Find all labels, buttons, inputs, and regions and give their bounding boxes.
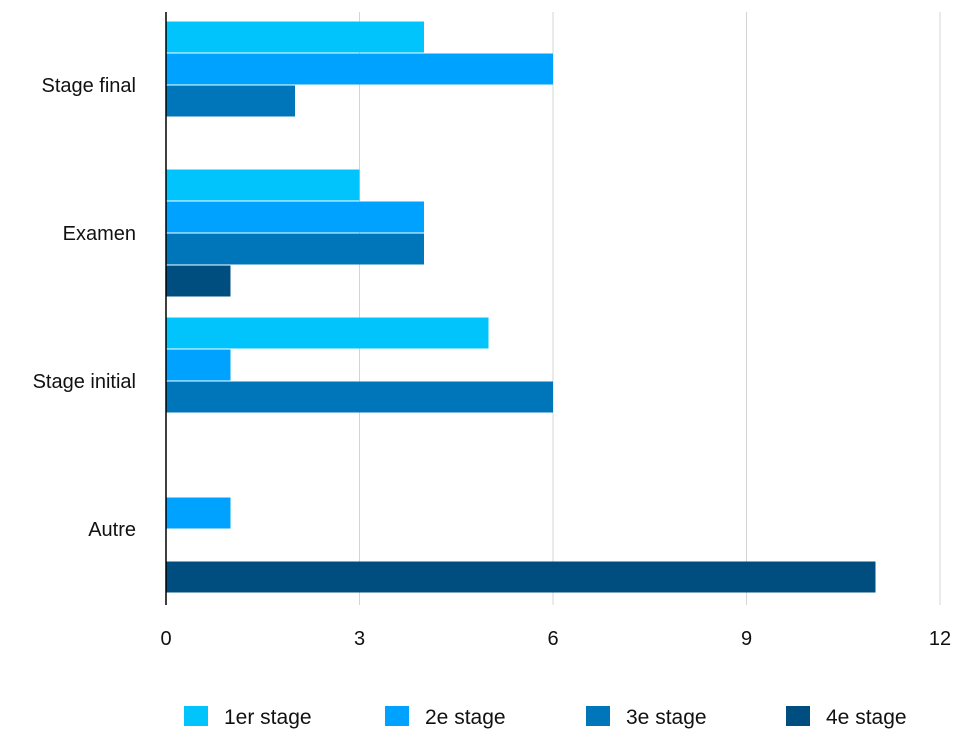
x-tick-label: 3: [354, 628, 365, 650]
bar: [166, 265, 231, 297]
bar: [166, 233, 424, 265]
x-tick-label: 6: [547, 628, 558, 650]
x-tick-label: 9: [741, 628, 752, 650]
legend-item: 4e stage: [786, 706, 907, 729]
legend-item: 3e stage: [586, 706, 707, 729]
category-labels: Stage final Examen Stage initial Autre: [33, 75, 136, 541]
legend-swatch: [586, 706, 610, 726]
category-label: Stage initial: [33, 371, 136, 393]
bar: [166, 317, 489, 349]
legend-label: 4e stage: [826, 706, 907, 729]
bar: [166, 381, 553, 413]
x-tick-labels: 0 3 6 9 12: [160, 628, 951, 650]
category-label: Stage final: [41, 75, 136, 97]
bar: [166, 53, 553, 85]
legend-swatch: [184, 706, 208, 726]
legend-item: 2e stage: [385, 706, 506, 729]
bar: [166, 169, 360, 201]
legend-label: 3e stage: [626, 706, 707, 729]
category-label: Autre: [88, 519, 136, 541]
bar: [166, 85, 295, 117]
bar: [166, 561, 876, 593]
bar: [166, 497, 231, 529]
bar: [166, 349, 231, 381]
legend: 1er stage 2e stage 3e stage 4e stage: [184, 706, 907, 729]
legend-label: 2e stage: [425, 706, 506, 729]
bars: [166, 21, 876, 593]
x-tick-label: 12: [929, 628, 951, 650]
legend-swatch: [385, 706, 409, 726]
legend-label: 1er stage: [224, 706, 312, 729]
legend-swatch: [786, 706, 810, 726]
gridlines: [359, 12, 941, 605]
bar: [166, 21, 424, 53]
legend-item: 1er stage: [184, 706, 312, 729]
bar: [166, 201, 424, 233]
x-tick-label: 0: [160, 628, 171, 650]
category-label: Examen: [63, 223, 136, 245]
